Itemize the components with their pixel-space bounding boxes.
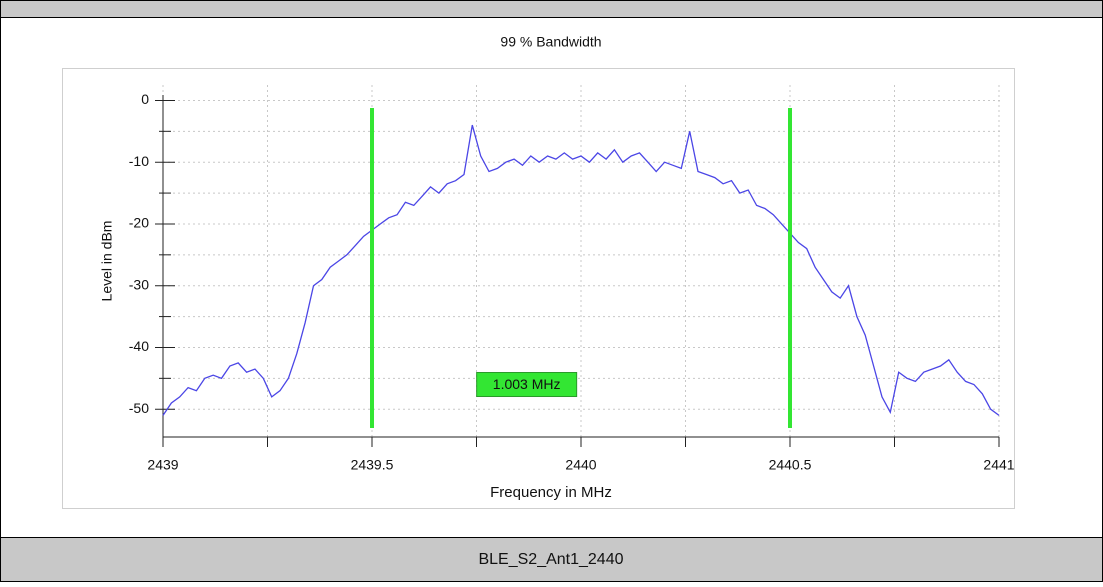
spectrum-line [162, 124, 1000, 416]
chart-title: 99 % Bandwidth [500, 34, 601, 50]
x-tick-label: 2439 [147, 457, 178, 473]
y-tick-label: 0 [141, 91, 149, 107]
top-bar [0, 0, 1103, 18]
footer-text: BLE_S2_Ant1_2440 [478, 551, 623, 568]
y-tick-label: -20 [129, 215, 149, 231]
y-axis-label: Level in dBm [99, 221, 115, 302]
x-tick-label: 2441 [983, 457, 1014, 473]
plot-box [62, 68, 1015, 509]
y-tick-label: -30 [129, 276, 149, 292]
footer-bar [0, 537, 1103, 582]
x-axis-label: Frequency in MHz [490, 484, 612, 501]
x-tick-label: 2439.5 [351, 457, 394, 473]
y-tick-label: -50 [129, 400, 149, 416]
y-tick-label: -40 [129, 338, 149, 354]
annotation-box [476, 372, 578, 398]
annotation-text: 1.003 MHz [493, 376, 561, 392]
y-tick-label: -10 [129, 153, 149, 169]
x-tick-label: 2440.5 [769, 457, 812, 473]
x-tick-label: 2440 [565, 457, 596, 473]
